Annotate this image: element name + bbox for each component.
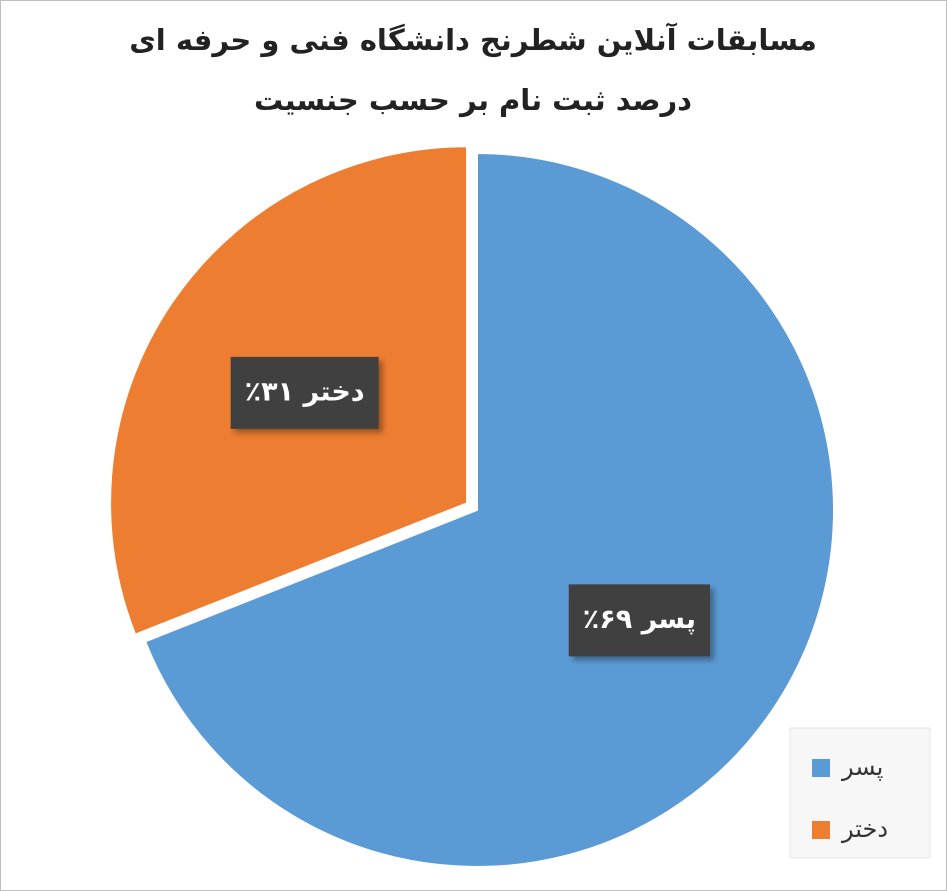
legend-label: دختر <box>841 815 888 843</box>
legend-swatch <box>812 821 830 839</box>
chart-title: مسابقات آنلاین شطرنج دانشگاه فنی و حرفه … <box>129 22 817 57</box>
legend-label: پسر <box>841 753 883 781</box>
data-label-text: پسر ۶۹٪ <box>583 604 696 635</box>
legend-swatch <box>812 759 830 777</box>
pie-slice <box>143 151 835 868</box>
data-label: پسر ۶۹٪ <box>568 584 711 657</box>
data-label: دختر ۳۱٪ <box>230 356 379 429</box>
chart-subtitle: درصد ثبت نام بر حسب جنسیت <box>254 83 692 117</box>
data-label-box <box>568 584 711 657</box>
data-label-box <box>230 356 379 429</box>
data-label-text: دختر ۳۱٪ <box>245 376 365 407</box>
